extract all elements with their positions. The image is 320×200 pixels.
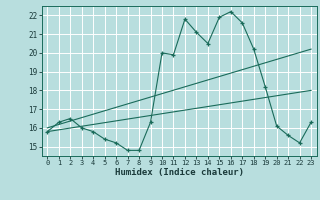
X-axis label: Humidex (Indice chaleur): Humidex (Indice chaleur) [115,168,244,177]
